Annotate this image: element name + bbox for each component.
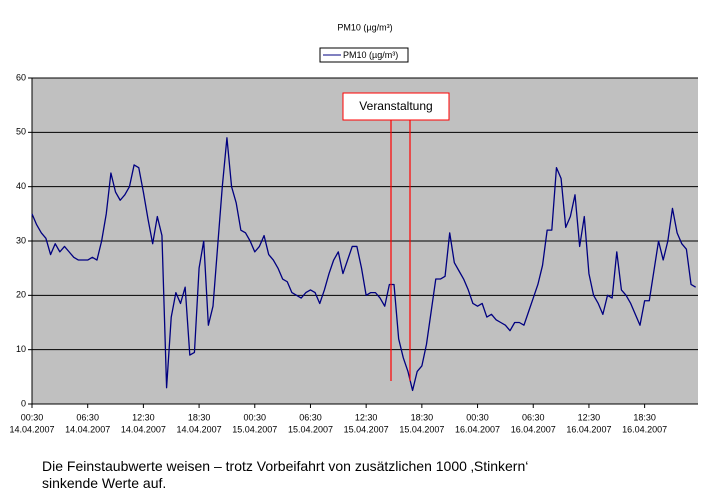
x-tick-label: 16.04.2007 [566, 424, 611, 434]
x-tick-label: 06:30 [299, 412, 322, 422]
legend-label: PM10 (µg/m³) [343, 50, 398, 60]
x-tick-label: 00:30 [244, 412, 267, 422]
y-tick-label: 60 [16, 72, 26, 82]
x-tick-label: 12:30 [355, 412, 378, 422]
x-tick-label: 14.04.2007 [121, 424, 166, 434]
y-tick-label: 30 [16, 235, 26, 245]
caption-line: Die Feinstaubwerte weisen – trotz Vorbei… [42, 458, 529, 474]
x-tick-label: 16.04.2007 [511, 424, 556, 434]
x-tick-label: 14.04.2007 [177, 424, 222, 434]
y-tick-label: 40 [16, 181, 26, 191]
chart: PM10 (µg/m³) PM10 (µg/m³) 0 10 20 30 40 50 60 0… [9, 22, 698, 434]
x-tick-label: 06:30 [76, 412, 99, 422]
y-tick-label: 50 [16, 127, 26, 137]
x-tick-label: 00:30 [466, 412, 489, 422]
x-tick-label: 15.04.2007 [344, 424, 389, 434]
annotation-box [342, 92, 450, 121]
annotation: Veranstaltung [342, 92, 450, 381]
x-tick-label: 18:30 [633, 412, 656, 422]
legend-box [319, 47, 409, 63]
chart-title: PM10 (µg/m³) [337, 22, 392, 32]
x-tick-label: 00:30 [21, 412, 44, 422]
caption: Die Feinstaubwerte weisen – trotz Vorbei… [42, 458, 528, 492]
y-tick-label: 0 [21, 398, 26, 408]
x-tick-label: 15.04.2007 [288, 424, 333, 434]
x-tick-label: 16.04.2007 [455, 424, 500, 434]
data-line [31, 137, 697, 392]
x-tick-label: 15.04.2007 [232, 424, 277, 434]
x-tick-label: 12:30 [578, 412, 601, 422]
x-tick-label: 06:30 [522, 412, 545, 422]
caption-line: sinkende Werte auf. [42, 475, 167, 491]
x-tick-label: 12:30 [132, 412, 155, 422]
y-tick-label: 20 [16, 290, 26, 300]
x-tick-label: 14.04.2007 [65, 424, 110, 434]
x-tick-label: 15.04.2007 [399, 424, 444, 434]
x-tick-label: 18:30 [188, 412, 211, 422]
y-tick-label: 10 [16, 344, 26, 354]
annotation-text: Veranstaltung [359, 99, 432, 113]
x-tick-label: 16.04.2007 [622, 424, 667, 434]
x-tick-label: 14.04.2007 [9, 424, 54, 434]
marks [31, 137, 697, 392]
x-tick-label: 18:30 [411, 412, 434, 422]
